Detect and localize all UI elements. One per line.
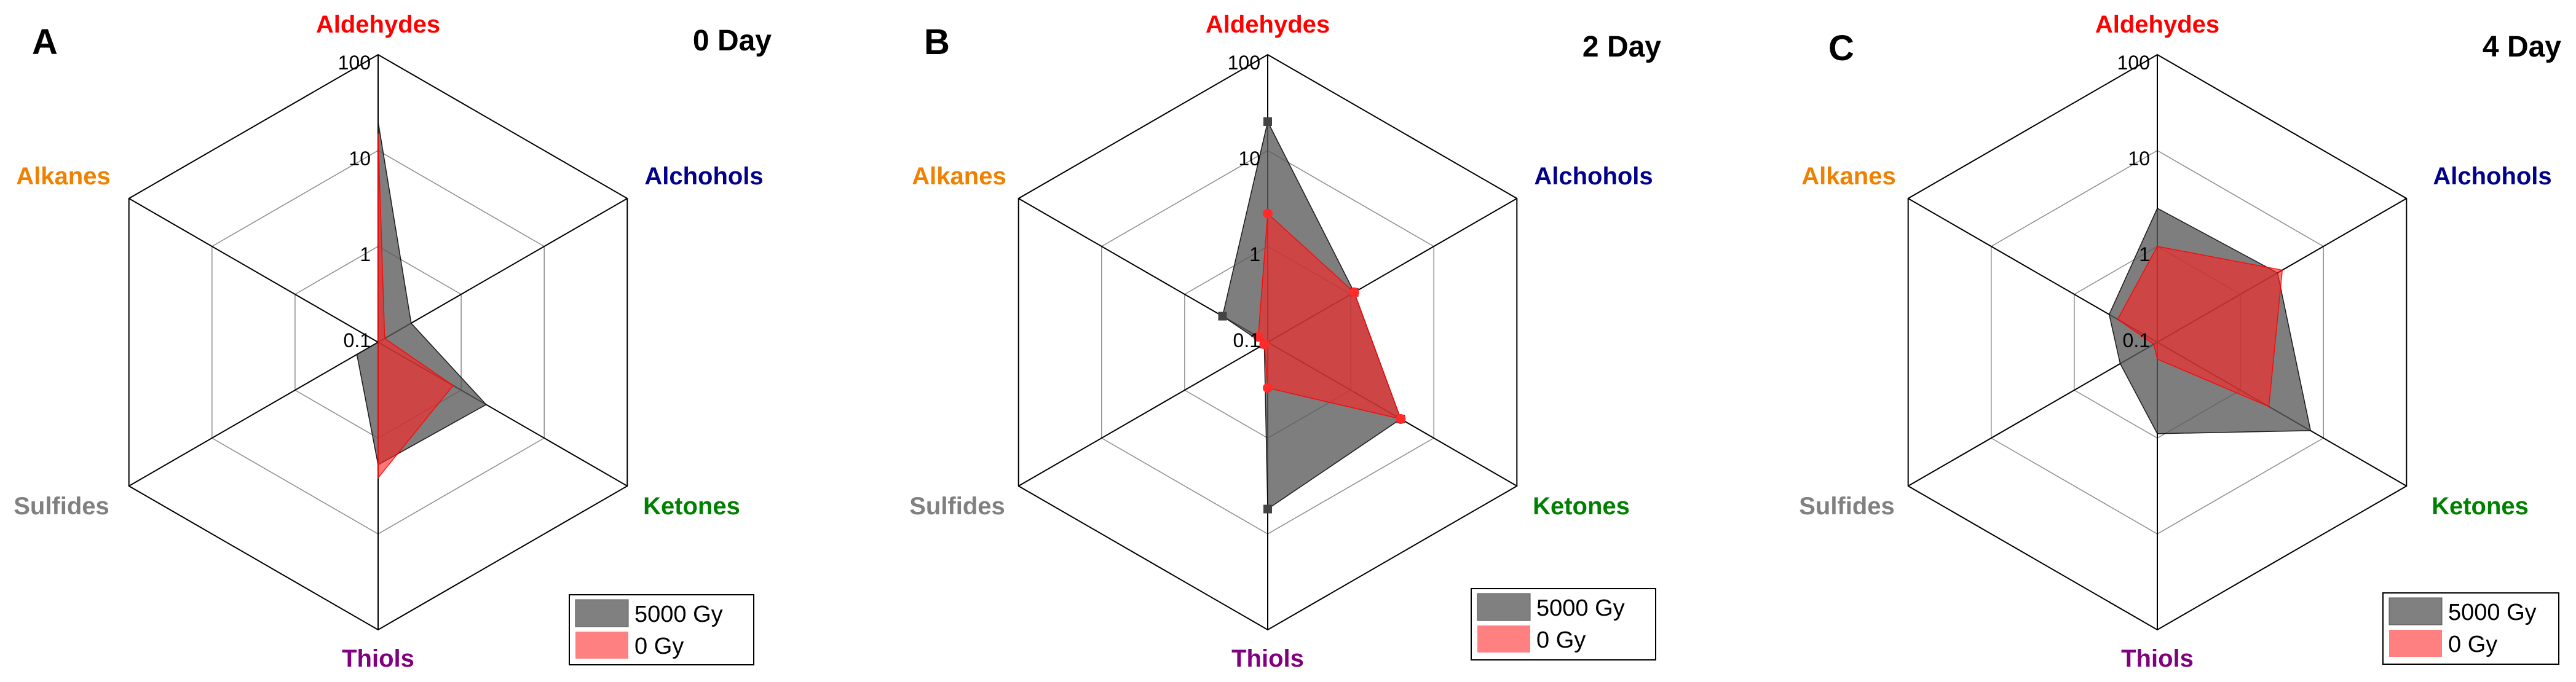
axis-label-aldehydes: Aldehydes (316, 11, 440, 38)
radar-panel-a: 0.1 1 10 100 A 0 Day Aldehydes Alchohols Ke… (14, 11, 772, 672)
legend-swatch-5000-gy (575, 599, 629, 627)
legend: 5000 Gy 0 Gy (569, 594, 754, 665)
axis-label-alkanes: Alkanes (16, 163, 110, 190)
data-point-0-gy-ketones (1396, 414, 1406, 424)
radar-series-layer (1218, 117, 1406, 514)
radar-panel-b: 0.1 1 10 100 B 2 Day Aldehydes Alchohols Ke… (909, 11, 1661, 672)
axis-label-alkanes: Alkanes (912, 163, 1006, 190)
panel-letter: B (924, 22, 950, 62)
tick-label: 1 (1249, 243, 1260, 265)
axis-label-sulfides: Sulfides (909, 493, 1005, 520)
axis-label-sulfides: Sulfides (1799, 493, 1895, 520)
axis-label-ketones: Ketones (2432, 493, 2529, 520)
data-point-5000-gy-thiols (1263, 504, 1272, 514)
axis-label-aldehydes: Aldehydes (2095, 11, 2219, 38)
data-point-5000-gy-aldehydes (1263, 117, 1272, 126)
legend-label-0-gy: 0 Gy (1536, 627, 1586, 653)
data-point-5000-gy-alkanes (1218, 312, 1227, 321)
legend-label-0-gy: 0 Gy (634, 633, 684, 659)
panel-title: 2 Day (1582, 31, 1661, 63)
tick-label: 100 (338, 52, 371, 74)
axis-label-thiols: Thiols (2121, 645, 2194, 672)
data-point-0-gy-thiols (1263, 383, 1273, 393)
series-polygon-0-gy (2117, 246, 2283, 407)
axis-label-thiols: Thiols (342, 645, 414, 672)
tick-label: 100 (2117, 52, 2150, 74)
legend-swatch-5000-gy (1477, 593, 1531, 621)
legend-label-5000-gy: 5000 Gy (2448, 600, 2537, 625)
tick-label: 10 (349, 147, 371, 170)
axis-label-aldehydes: Aldehydes (1206, 11, 1330, 38)
axis-label-alkanes: Alkanes (1801, 163, 1895, 190)
tick-label: 0.1 (344, 329, 371, 351)
panel-title: 0 Day (693, 25, 772, 57)
radar-panel-c: 0.1 1 10 100 C 4 Day Aldehydes Alchohols Ke… (1799, 11, 2561, 672)
radar-series-layer (2108, 207, 2312, 434)
tick-label: 100 (1228, 52, 1260, 74)
legend-swatch-0-gy (1477, 625, 1530, 653)
data-point-0-gy-aldehydes (1263, 208, 1273, 219)
legend-swatch-5000-gy (2388, 597, 2443, 625)
legend: 5000 Gy 0 Gy (1471, 588, 1656, 660)
tick-label: 1 (2139, 243, 2150, 265)
axis-label-alchohols: Alchohols (1534, 163, 1653, 190)
axis-label-ketones: Ketones (1533, 493, 1630, 520)
radar-series-layer (356, 121, 487, 479)
legend: 5000 Gy 0 Gy (2382, 592, 2559, 665)
tick-label: 10 (2128, 147, 2150, 170)
data-point-0-gy-alkanes (1253, 332, 1263, 342)
axis-label-alchohols: Alchohols (644, 163, 763, 190)
radar-spoke-sulfides (1018, 342, 1268, 487)
tick-label: 0.1 (2123, 329, 2150, 351)
data-point-0-gy-alchohols (1349, 287, 1359, 297)
data-point-0-gy-sulfides (1259, 339, 1270, 350)
radar-tick-layer: 0.1 1 10 100 (2117, 52, 2150, 351)
radar-spoke-sulfides (1908, 342, 2158, 487)
axis-label-alchohols: Alchohols (2433, 163, 2551, 190)
legend-swatch-0-gy (575, 632, 628, 659)
series-polygon-0-gy (377, 133, 454, 479)
radar-tick-layer: 0.1 1 10 100 (1228, 52, 1260, 351)
legend-label-5000-gy: 5000 Gy (1536, 595, 1625, 621)
axis-label-thiols: Thiols (1231, 645, 1304, 672)
tick-label: 1 (360, 243, 371, 265)
radar-spoke-sulfides (128, 342, 379, 487)
radar-spoke-alchohols (377, 198, 628, 343)
panel-letter: A (32, 22, 58, 62)
radar-spoke-alkanes (128, 198, 379, 343)
axis-label-ketones: Ketones (643, 493, 740, 520)
tick-label: 0.1 (1233, 329, 1260, 351)
axis-label-sulfides: Sulfides (14, 493, 109, 520)
tick-label: 10 (1238, 147, 1260, 170)
legend-swatch-0-gy (2389, 630, 2442, 657)
panel-letter: C (1828, 28, 1854, 68)
legend-label-5000-gy: 5000 Gy (634, 602, 723, 627)
radar-tick-layer: 0.1 1 10 100 (338, 52, 371, 351)
panel-title: 4 Day (2483, 31, 2561, 63)
legend-label-0-gy: 0 Gy (2448, 632, 2497, 657)
